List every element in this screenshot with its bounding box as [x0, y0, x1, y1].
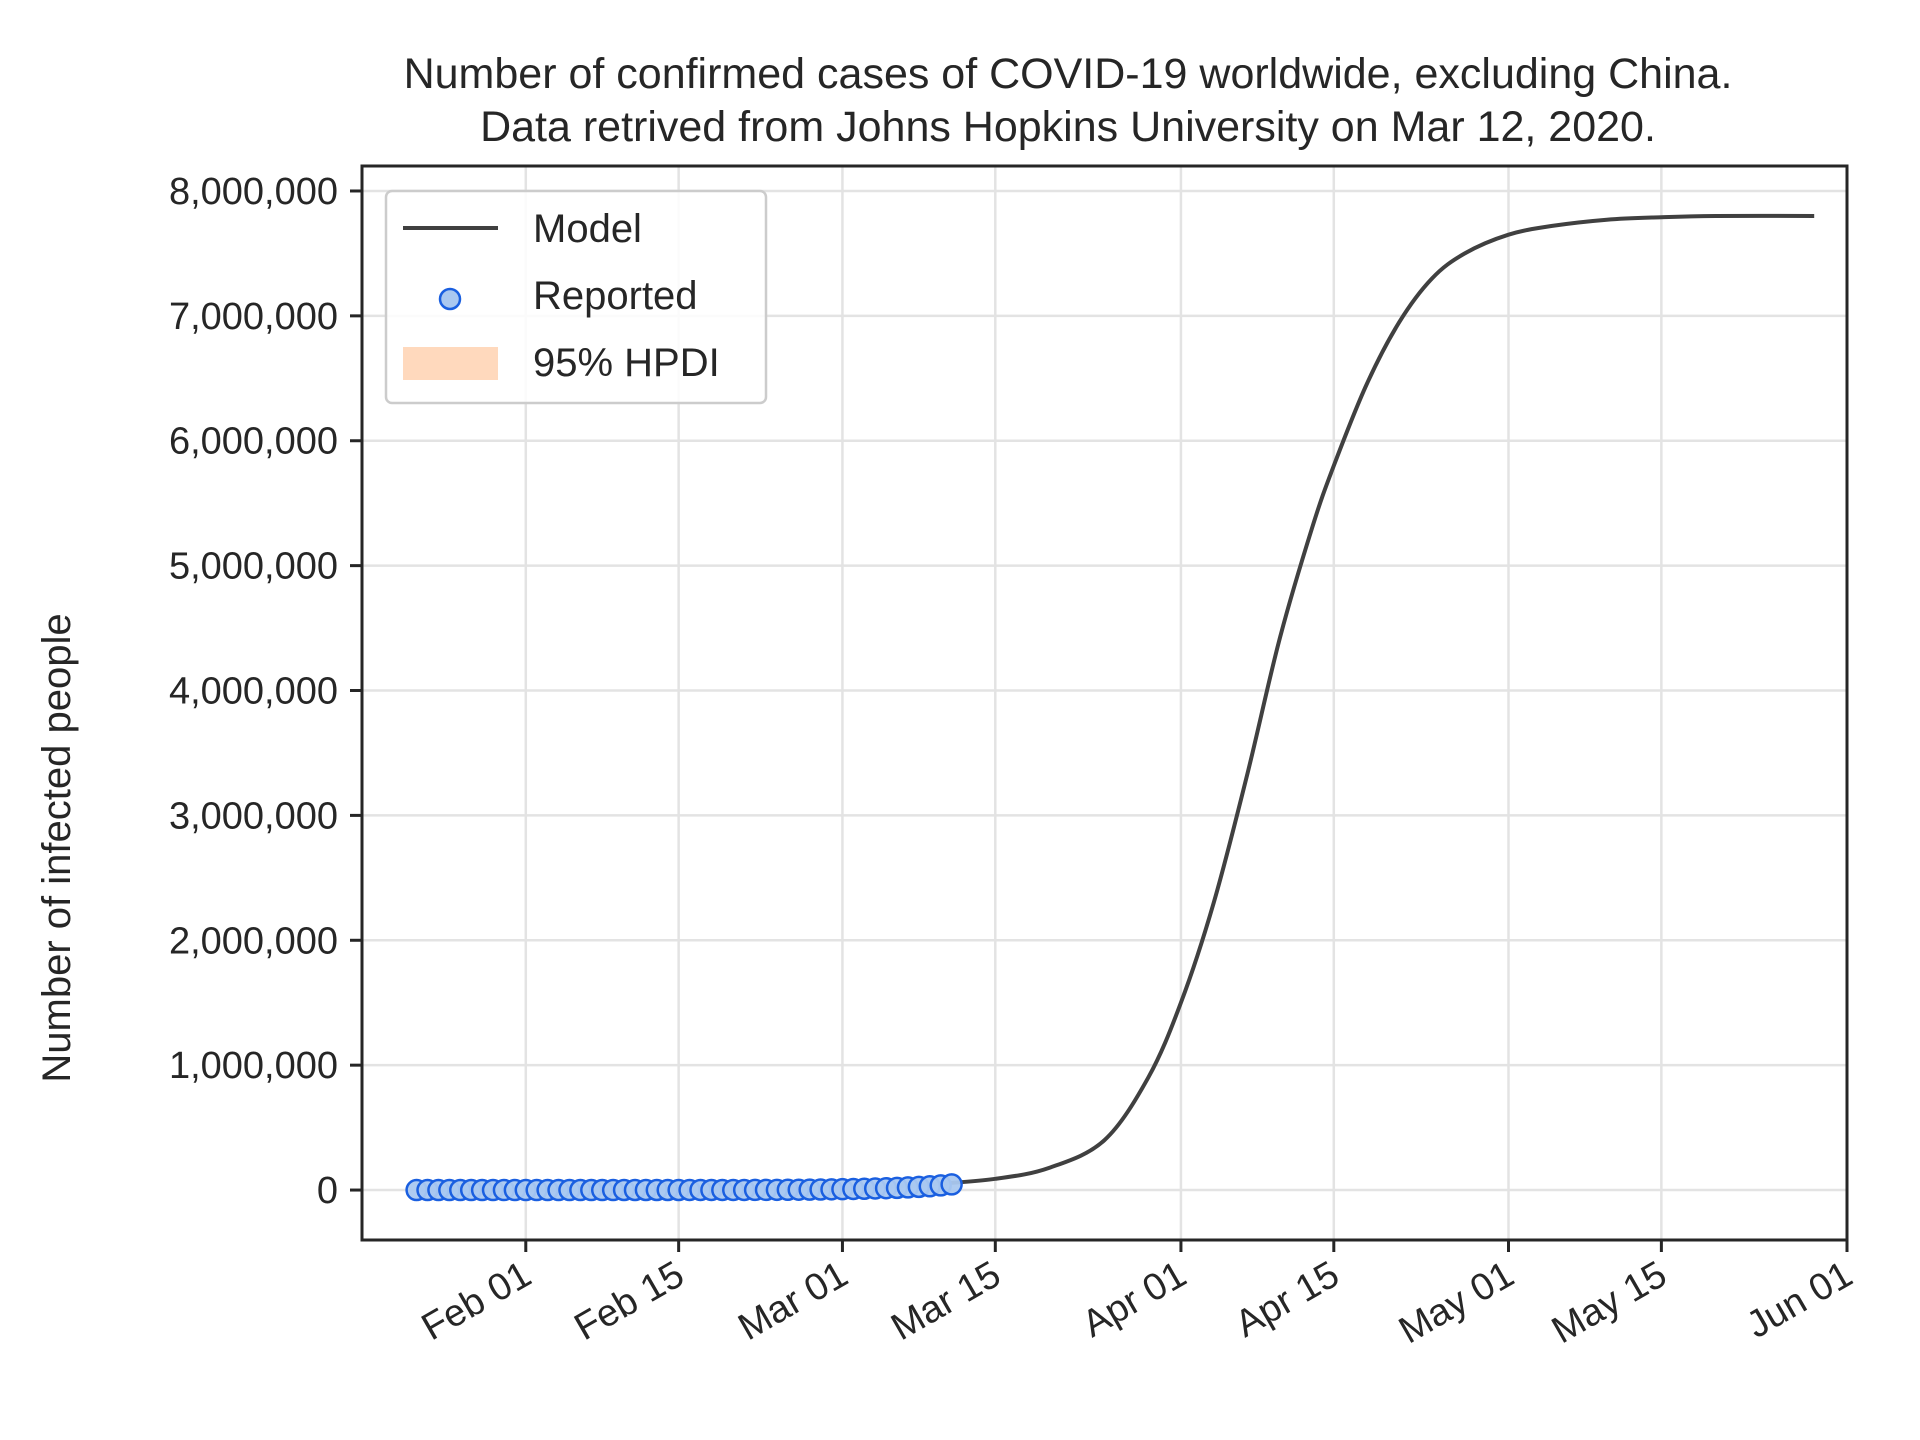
- y-tick-label: 2,000,000: [169, 920, 338, 962]
- legend: Model Reported 95% HPDI: [384, 189, 768, 405]
- x-tick-label: Apr 01: [1075, 1253, 1193, 1345]
- x-tick-label: Mar 01: [732, 1253, 855, 1349]
- y-tick-label: 1,000,000: [169, 1045, 338, 1087]
- axes-frame: [360, 164, 1849, 1242]
- y-axis-label: Number of infected people: [35, 613, 79, 1082]
- legend-patch-swatch: [403, 347, 498, 380]
- chart-title-line: Number of confirmed cases of COVID-19 wo…: [404, 50, 1733, 98]
- x-tick-label: Feb 01: [415, 1253, 538, 1349]
- y-axis: 0 1,000,000 2,000,000 3,000,000 4,000,000 5,0…: [169, 171, 362, 1212]
- chart-title-line: Data retrived from Johns Hopkins Univers…: [480, 103, 1656, 151]
- y-tick-label: 8,000,000: [169, 171, 338, 213]
- plot-area: [405, 213, 1815, 1202]
- x-axis: Feb 01 Feb 15 Mar 01 Mar 15 Apr 01 Apr 15 May …: [415, 1240, 1860, 1352]
- y-tick-label: 6,000,000: [169, 421, 338, 463]
- x-tick-label: May 15: [1545, 1253, 1674, 1352]
- y-tick-label: 3,000,000: [169, 795, 338, 837]
- data-point-reported: [940, 1173, 963, 1196]
- legend-label: Reported: [533, 274, 698, 318]
- y-tick-label: 0: [317, 1170, 338, 1212]
- y-tick-label: 4,000,000: [169, 671, 338, 713]
- x-tick-label: Apr 15: [1228, 1253, 1346, 1345]
- legend-label: 95% HPDI: [533, 341, 720, 385]
- y-tick-label: 7,000,000: [169, 296, 338, 338]
- chart-title: Number of confirmed cases of COVID-19 wo…: [404, 50, 1733, 151]
- x-tick-label: May 01: [1392, 1253, 1521, 1352]
- x-tick-label: Mar 15: [884, 1253, 1007, 1349]
- legend-marker-swatch: [438, 287, 462, 311]
- axes-border: [360, 164, 1849, 1242]
- y-tick-label: 5,000,000: [169, 546, 338, 588]
- x-tick-label: Feb 15: [568, 1253, 691, 1349]
- x-tick-label: Jun 01: [1740, 1253, 1860, 1346]
- legend-label: Model: [533, 207, 642, 251]
